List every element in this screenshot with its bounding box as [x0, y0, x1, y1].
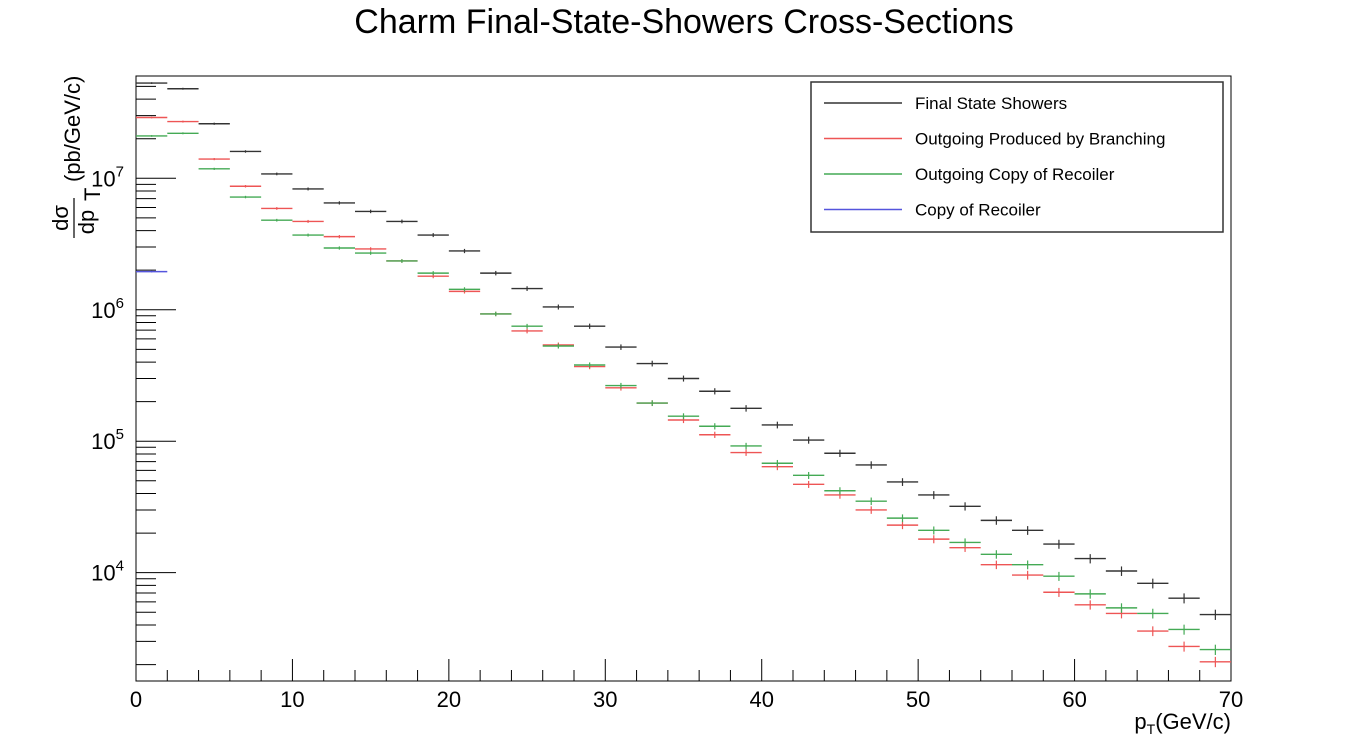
chart-title: Charm Final-State-Showers Cross-Sections — [354, 3, 1013, 41]
legend-label: Outgoing Copy of Recoiler — [915, 165, 1115, 184]
y-label-units: (pb/GeV/c) — [60, 76, 85, 182]
series-layer — [136, 82, 1231, 668]
y-axis-ticks: 104 105 106 107 — [91, 75, 176, 666]
x-axis-ticks: 0 10 20 30 40 50 60 70 — [130, 659, 1243, 712]
legend-label: Final State Showers — [915, 94, 1067, 113]
series-4 — [136, 270, 168, 273]
y-label-denominator: dp — [74, 210, 99, 234]
x-tick-label: 60 — [1062, 687, 1086, 712]
x-tick-label: 50 — [906, 687, 930, 712]
y-label-subscript: T — [80, 188, 105, 201]
x-tick-label: 20 — [437, 687, 461, 712]
legend: Final State Showers Outgoing Produced by … — [810, 81, 1224, 233]
y-axis-label: dσ dp T (pb/GeV/c) — [48, 76, 105, 238]
x-tick-label: 30 — [593, 687, 617, 712]
y-tick-label: 104 — [91, 558, 124, 586]
legend-label: Copy of Recoiler — [915, 201, 1041, 220]
y-tick-label: 106 — [91, 295, 124, 323]
x-tick-label: 10 — [280, 687, 304, 712]
legend-box — [810, 81, 1224, 233]
x-tick-label: 0 — [130, 687, 142, 712]
series-1 — [136, 82, 1231, 620]
y-label-numerator: dσ — [48, 205, 73, 231]
x-tick-label: 40 — [749, 687, 773, 712]
y-tick-label: 107 — [91, 163, 124, 191]
y-tick-label: 105 — [91, 426, 124, 454]
series-3 — [136, 132, 1231, 655]
legend-label: Outgoing Produced by Branching — [915, 130, 1165, 149]
x-tick-label: 70 — [1219, 687, 1243, 712]
x-axis-label: pT(GeV/c) — [1134, 709, 1231, 737]
